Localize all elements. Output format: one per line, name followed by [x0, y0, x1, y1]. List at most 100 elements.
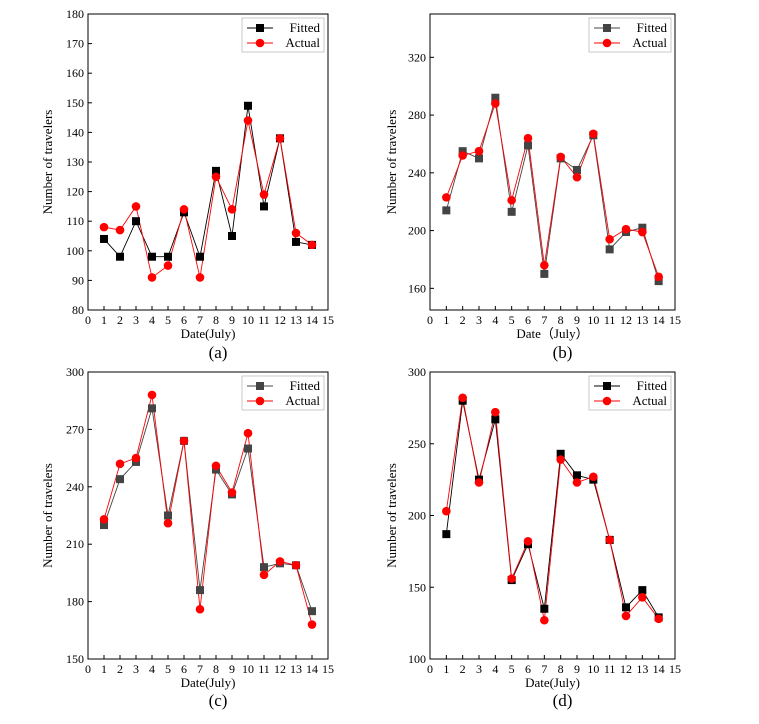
data-point-fitted	[605, 245, 614, 254]
data-point-actual	[474, 146, 484, 156]
data-point-actual	[654, 272, 663, 282]
y-tick-label: 100	[408, 652, 426, 666]
x-tick-label: 13	[290, 313, 302, 327]
x-tick-label: 10	[587, 662, 599, 676]
y-tick-label: 80	[72, 303, 84, 317]
series-line-actual	[445, 397, 660, 621]
data-point-actual	[507, 195, 516, 205]
legend-box	[241, 17, 325, 53]
data-point-fitted	[196, 252, 204, 261]
x-tick-label: 11	[604, 662, 616, 676]
data-point-actual	[131, 453, 141, 463]
x-tick-label: 9	[574, 313, 580, 327]
y-tick-label: 240	[66, 480, 84, 494]
x-axis-label: Date（July）	[516, 326, 588, 341]
data-point-fitted	[244, 444, 252, 453]
x-tick-label: 13	[636, 313, 648, 327]
data-point-actual	[179, 205, 189, 214]
y-tick-label: 170	[66, 37, 84, 51]
x-tick-label: 8	[558, 662, 564, 676]
y-tick-label: 300	[66, 365, 84, 379]
x-tick-label: 2	[460, 313, 466, 327]
data-point-fitted	[573, 471, 581, 480]
data-point-actual	[99, 222, 109, 232]
data-point-actual	[211, 461, 221, 471]
x-tick-label: 1	[101, 313, 107, 327]
legend-label-fitted: Fitted	[290, 20, 321, 35]
data-point-fitted	[540, 269, 549, 278]
y-tick-label: 280	[408, 108, 426, 122]
x-tick-label: 6	[181, 662, 187, 676]
y-axis-label: Number of travelers	[384, 110, 399, 215]
data-point-fitted	[491, 93, 500, 102]
x-tick-label: 1	[443, 313, 449, 327]
x-tick-label: 7	[541, 313, 547, 327]
data-point-actual	[115, 225, 125, 235]
x-tick-label: 14	[306, 313, 318, 327]
data-point-fitted	[260, 563, 268, 572]
data-point-actual	[458, 151, 467, 160]
data-point-fitted	[292, 237, 300, 246]
legend-marker-fitted	[256, 382, 264, 390]
data-point-fitted	[164, 252, 172, 261]
y-tick-label: 120	[66, 185, 84, 199]
y-axis-label: Number of travelers	[40, 463, 55, 568]
y-tick-label: 240	[408, 166, 426, 180]
x-tick-label: 4	[149, 313, 155, 327]
legend-box	[588, 375, 672, 411]
data-point-actual	[227, 205, 237, 214]
x-tick-label: 0	[85, 662, 91, 676]
panel-label: (d)	[553, 691, 573, 710]
x-tick-label: 0	[85, 313, 91, 327]
y-tick-label: 160	[66, 66, 84, 80]
x-tick-label: 15	[322, 662, 334, 676]
legend-label-actual: Actual	[285, 35, 320, 50]
legend-marker-actual	[602, 38, 612, 48]
y-tick-label: 180	[66, 595, 84, 609]
data-point-actual	[442, 193, 451, 202]
x-tick-label: 4	[149, 662, 155, 676]
legend-marker-actual	[255, 396, 265, 406]
data-point-actual	[621, 611, 631, 621]
x-tick-label: 0	[427, 313, 433, 327]
data-point-fitted	[638, 223, 647, 232]
data-point-actual	[442, 506, 451, 516]
legend-label-actual: Actual	[632, 35, 667, 50]
data-point-actual	[540, 260, 549, 270]
x-tick-label: 8	[213, 313, 219, 327]
x-tick-label: 9	[229, 313, 235, 327]
legend-label-fitted: Fitted	[637, 378, 668, 393]
y-tick-label: 200	[408, 509, 426, 523]
x-tick-label: 9	[229, 662, 235, 676]
data-point-fitted	[654, 277, 663, 286]
y-tick-label: 150	[66, 96, 84, 110]
panel-label: (a)	[209, 343, 228, 362]
data-point-actual	[589, 129, 598, 139]
data-point-fitted	[100, 521, 108, 530]
data-point-actual	[291, 228, 301, 238]
legend-box	[588, 17, 672, 53]
data-point-actual	[589, 472, 598, 482]
y-tick-label: 140	[66, 125, 84, 139]
data-point-actual	[556, 455, 565, 464]
data-point-fitted	[442, 206, 451, 215]
x-tick-label: 9	[574, 662, 580, 676]
data-point-actual	[540, 615, 549, 625]
y-tick-label: 180	[66, 7, 84, 21]
legend-label-actual: Actual	[285, 393, 320, 408]
data-point-actual	[605, 535, 614, 545]
series-line-fitted	[103, 105, 313, 259]
data-point-actual	[195, 273, 205, 282]
data-point-fitted	[244, 101, 252, 110]
data-point-fitted	[458, 147, 467, 156]
data-point-fitted	[132, 217, 140, 226]
y-tick-label: 250	[408, 437, 426, 451]
y-tick-label: 160	[408, 281, 426, 295]
data-point-actual	[227, 488, 237, 497]
data-point-fitted	[524, 141, 532, 150]
x-tick-label: 10	[587, 313, 599, 327]
